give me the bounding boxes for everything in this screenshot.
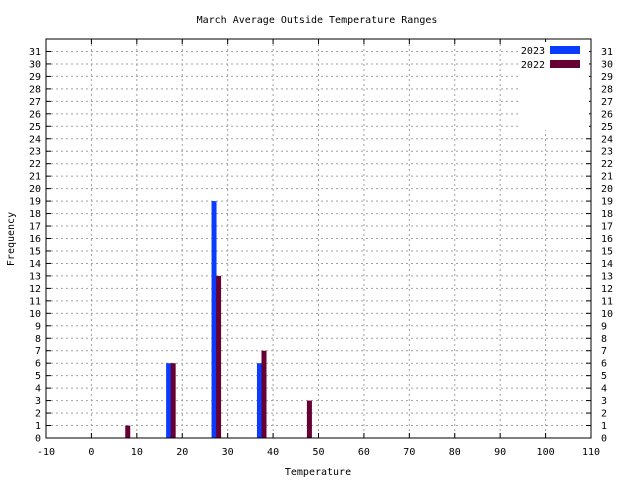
y-tick-label-left: 20 (29, 184, 41, 195)
y-tick-label-left: 30 (29, 59, 41, 70)
y-tick-label-left: 11 (29, 296, 41, 307)
y-tick-label-right: 7 (601, 346, 607, 357)
y-tick-label-right: 27 (601, 97, 613, 108)
bar-2022-8 (125, 425, 131, 438)
y-tick-label-left: 22 (29, 159, 41, 170)
y-tick-label-right: 3 (601, 396, 607, 407)
x-tick-label: 10 (131, 447, 143, 458)
legend-box (519, 42, 589, 130)
bars (125, 201, 312, 438)
bar-2022-18 (170, 363, 176, 438)
y-tick-label-right: 18 (601, 209, 613, 220)
y-tick-label-left: 25 (29, 122, 41, 133)
y-tick-label-right: 30 (601, 59, 613, 70)
x-tick-label: 60 (358, 447, 370, 458)
x-tick-label: 100 (537, 447, 555, 458)
y-tick-label-left: 10 (29, 309, 41, 320)
y-tick-label-right: 10 (601, 309, 613, 320)
y-tick-label-right: 11 (601, 296, 613, 307)
y-tick-label-left: 17 (29, 222, 41, 233)
y-tick-label-left: 12 (29, 284, 41, 295)
y-tick-label-right: 13 (601, 271, 613, 282)
y-tick-label-left: 1 (35, 421, 41, 432)
legend-swatch (550, 46, 580, 54)
y-tick-label-right: 17 (601, 222, 613, 233)
y-tick-label-right: 19 (601, 197, 613, 208)
bar-2022-28 (216, 275, 222, 438)
legend-label: 2022 (521, 60, 545, 71)
y-tick-label-right: 22 (601, 159, 613, 170)
y-tick-label-left: 18 (29, 209, 41, 220)
y-tick-label-left: 15 (29, 246, 41, 257)
legend-label: 2023 (521, 46, 545, 57)
y-tick-label-left: 6 (35, 359, 41, 370)
y-tick-label-left: 26 (29, 109, 41, 120)
y-tick-label-left: 5 (35, 371, 41, 382)
y-tick-label-left: 7 (35, 346, 41, 357)
y-tick-label-right: 24 (601, 134, 613, 145)
y-tick-label-right: 25 (601, 122, 613, 133)
y-tick-label-right: 4 (601, 384, 607, 395)
y-tick-label-left: 28 (29, 84, 41, 95)
y-tick-label-right: 0 (601, 434, 607, 445)
y-tick-label-right: 9 (601, 321, 607, 332)
y-tick-label-right: 28 (601, 84, 613, 95)
x-tick-label: 70 (403, 447, 415, 458)
grid (46, 39, 591, 438)
y-tick-label-right: 31 (601, 47, 613, 58)
y-tick-label-left: 0 (35, 434, 41, 445)
x-axis-label: Temperature (285, 467, 351, 478)
y-tick-label-left: 13 (29, 271, 41, 282)
y-tick-label-left: 27 (29, 97, 41, 108)
bar-2022-38 (261, 350, 267, 438)
y-tick-label-right: 26 (601, 109, 613, 120)
y-tick-label-left: 14 (29, 259, 41, 270)
x-tick-label: 30 (222, 447, 234, 458)
y-tick-label-left: 4 (35, 384, 41, 395)
x-tick-label: 0 (88, 447, 94, 458)
legend-swatch (550, 60, 580, 68)
y-tick-label-right: 14 (601, 259, 613, 270)
bar-2023-27 (211, 201, 217, 438)
chart-title: March Average Outside Temperature Ranges (197, 15, 438, 26)
x-tick-label: 110 (582, 447, 600, 458)
y-tick-label-right: 6 (601, 359, 607, 370)
y-tick-label-right: 23 (601, 147, 613, 158)
y-tick-label-right: 2 (601, 409, 607, 420)
x-tick-label: 80 (449, 447, 461, 458)
bar-2023-17 (166, 363, 172, 438)
x-tick-label: 50 (312, 447, 324, 458)
x-tick-label: 20 (176, 447, 188, 458)
y-tick-label-left: 23 (29, 147, 41, 158)
x-tick-label: 90 (494, 447, 506, 458)
y-tick-label-right: 29 (601, 72, 613, 83)
bar-2022-48 (306, 400, 312, 438)
x-tick-label: 40 (267, 447, 279, 458)
x-tick-label: -10 (37, 447, 55, 458)
y-tick-label-right: 21 (601, 172, 613, 183)
y-tick-label-left: 31 (29, 47, 41, 58)
y-tick-label-left: 9 (35, 321, 41, 332)
bar-2023-37 (256, 363, 262, 438)
y-tick-label-right: 16 (601, 234, 613, 245)
y-tick-label-left: 21 (29, 172, 41, 183)
y-tick-label-left: 8 (35, 334, 41, 345)
y-tick-label-right: 1 (601, 421, 607, 432)
y-tick-label-left: 2 (35, 409, 41, 420)
y-tick-label-left: 24 (29, 134, 41, 145)
y-tick-label-right: 5 (601, 371, 607, 382)
y-tick-label-right: 8 (601, 334, 607, 345)
y-tick-label-right: 20 (601, 184, 613, 195)
y-axis-label: Frequency (6, 212, 17, 266)
y-tick-label-right: 12 (601, 284, 613, 295)
y-tick-label-left: 19 (29, 197, 41, 208)
y-tick-label-left: 29 (29, 72, 41, 83)
legend: 2023 2022 (519, 42, 589, 130)
y-tick-label-left: 3 (35, 396, 41, 407)
y-tick-label-right: 15 (601, 246, 613, 257)
y-tick-label-left: 16 (29, 234, 41, 245)
